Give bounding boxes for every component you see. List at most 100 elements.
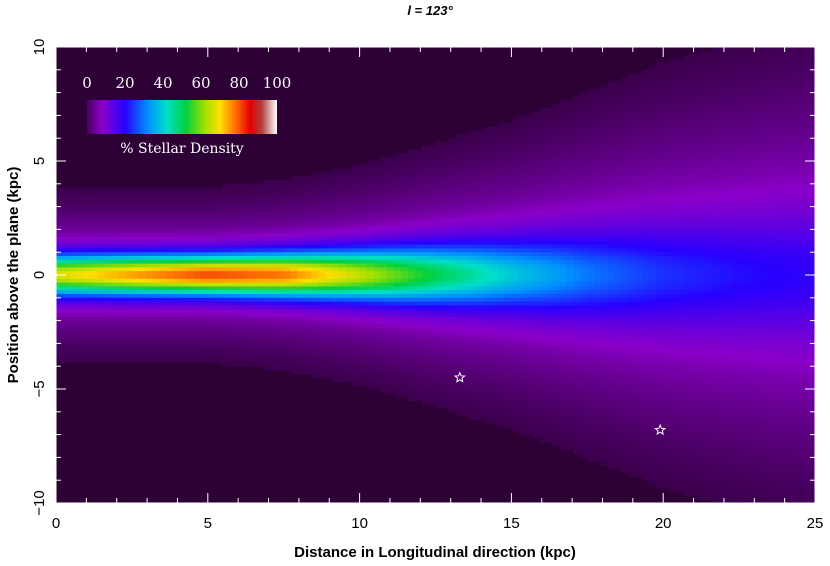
density-cell: [387, 157, 395, 162]
density-cell: [525, 126, 533, 132]
density-cell: [573, 423, 581, 428]
density-cell: [539, 191, 547, 196]
density-cell: [138, 297, 147, 303]
density-cell: [90, 199, 98, 204]
density-cell: [200, 229, 209, 234]
density-cell: [118, 259, 126, 265]
density-cell: [214, 271, 223, 276]
density-cell: [456, 354, 464, 360]
density-cell: [173, 256, 181, 261]
density-cell: [435, 290, 443, 295]
density-cell: [511, 202, 519, 208]
density-cell: [428, 313, 437, 318]
density-cell: [518, 366, 526, 371]
density-cell: [573, 191, 581, 196]
density-cell: [470, 408, 478, 413]
density-cell: [421, 381, 430, 386]
density-cell: [525, 164, 533, 170]
density-cell: [318, 244, 326, 249]
density-cell: [338, 233, 347, 238]
density-cell: [90, 286, 98, 291]
density-cell: [394, 164, 402, 170]
density-cell: [311, 210, 319, 215]
density-cell: [111, 286, 119, 291]
density-cell: [118, 195, 126, 200]
density-cell: [532, 240, 540, 246]
density-cell: [456, 259, 464, 265]
density-cell: [83, 259, 92, 265]
density-cell: [497, 389, 506, 394]
density-cell: [470, 275, 478, 280]
density-cell: [187, 210, 195, 215]
density-cell: [435, 176, 443, 181]
density-cell: [152, 286, 161, 291]
density-cell: [249, 221, 257, 227]
density-cell: [235, 233, 243, 238]
density-cell: [573, 354, 581, 360]
density-cell: [532, 256, 540, 261]
density-cell: [421, 396, 430, 401]
density-cell: [518, 210, 526, 215]
density-cell: [152, 214, 161, 219]
density-cell: [435, 210, 443, 215]
density-cell: [207, 214, 216, 219]
density-cell: [159, 339, 167, 344]
density-cell: [90, 328, 98, 333]
density-cell: [518, 142, 526, 147]
density-cell: [352, 164, 361, 170]
density-cell: [214, 191, 223, 196]
density-cell: [608, 275, 616, 280]
density-cell: [276, 199, 285, 204]
density-cell: [269, 267, 278, 272]
density-cell: [366, 233, 374, 238]
density-cell: [152, 282, 161, 287]
density-cell: [380, 271, 388, 276]
density-cell: [249, 316, 257, 322]
density-cell: [187, 309, 195, 314]
density-cell: [476, 214, 485, 219]
density-cell: [297, 297, 305, 303]
density-cell: [235, 256, 243, 261]
density-cell: [104, 313, 112, 318]
density-cell: [173, 301, 181, 306]
density-cell: [338, 290, 347, 295]
density-cell: [601, 430, 609, 436]
density-cell: [608, 240, 616, 246]
density-cell: [566, 126, 575, 132]
density-cell: [559, 145, 568, 151]
density-cell: [490, 332, 499, 337]
density-cell: [587, 449, 595, 455]
density-cell: [166, 294, 174, 299]
density-cell: [601, 453, 609, 458]
density-cell: [476, 320, 485, 325]
density-cell: [373, 354, 381, 360]
density-cell: [338, 271, 347, 276]
density-cell: [435, 313, 443, 318]
density-cell: [228, 221, 236, 227]
density-cell: [580, 187, 588, 192]
density-cell: [318, 313, 326, 318]
density-cell: [573, 381, 581, 386]
density-cell: [62, 256, 71, 261]
density-cell: [304, 229, 312, 234]
density-cell: [525, 366, 533, 371]
density-cell: [214, 263, 223, 268]
density-cell: [573, 309, 581, 314]
density-cell: [180, 199, 188, 204]
density-cell: [456, 347, 464, 352]
density-cell: [125, 358, 133, 363]
density-cell: [573, 130, 581, 135]
density-cell: [387, 290, 395, 295]
density-cell: [552, 415, 561, 420]
density-cell: [463, 332, 471, 337]
density-cell: [511, 168, 519, 173]
density-cell: [463, 134, 471, 139]
density-cell: [532, 347, 540, 352]
density-cell: [573, 134, 581, 139]
density-cell: [311, 328, 319, 333]
density-cell: [125, 351, 133, 356]
density-cell: [580, 244, 588, 249]
density-cell: [545, 309, 554, 314]
density-cell: [194, 335, 202, 341]
density-cell: [504, 157, 512, 162]
